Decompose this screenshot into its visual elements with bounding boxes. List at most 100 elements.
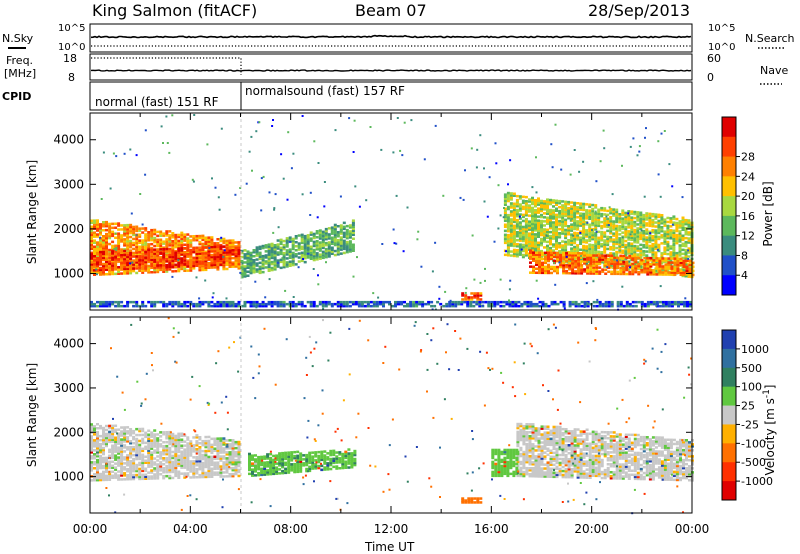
echo-cell bbox=[210, 247, 214, 251]
echo-cell bbox=[658, 271, 662, 274]
echo-cell bbox=[345, 242, 349, 246]
echo-cell bbox=[99, 256, 102, 260]
echo-cell bbox=[677, 300, 680, 304]
echo-cell bbox=[201, 264, 205, 267]
echo-cell bbox=[135, 427, 139, 431]
echo-cell bbox=[518, 233, 522, 236]
echo-cell bbox=[541, 271, 544, 275]
echo-cell bbox=[588, 237, 592, 240]
echo-cell bbox=[648, 222, 652, 226]
echo-cell bbox=[591, 215, 595, 219]
echo-cell bbox=[147, 465, 151, 468]
echo-cell bbox=[315, 252, 319, 255]
echo-cell bbox=[661, 304, 665, 308]
echo-cell bbox=[582, 226, 586, 230]
echo-cell bbox=[225, 304, 229, 308]
noise-cell bbox=[262, 175, 265, 178]
echo-cell bbox=[579, 254, 583, 257]
echo-cell bbox=[192, 267, 196, 270]
echo-cell bbox=[600, 214, 604, 218]
echo-cell bbox=[633, 250, 637, 254]
echo-cell bbox=[105, 474, 108, 478]
echo-cell bbox=[564, 242, 568, 246]
noise-cell bbox=[135, 154, 138, 157]
echo-cell bbox=[165, 474, 169, 478]
echo-cell bbox=[147, 461, 151, 464]
echo-cell bbox=[627, 220, 631, 223]
echo-cell bbox=[540, 225, 543, 229]
echo-cell bbox=[546, 222, 549, 225]
echo-cell bbox=[627, 238, 631, 241]
noise-cell bbox=[100, 198, 103, 200]
echo-cell bbox=[588, 209, 592, 212]
echo-cell bbox=[264, 262, 268, 265]
echo-cell bbox=[615, 242, 619, 246]
echo-cell bbox=[544, 255, 547, 259]
noise-cell bbox=[602, 129, 605, 132]
echo-cell bbox=[424, 302, 428, 306]
echo-cell bbox=[90, 231, 93, 235]
echo-cell bbox=[660, 234, 664, 237]
echo-cell bbox=[336, 251, 340, 254]
echo-cell bbox=[273, 248, 277, 251]
echo-cell bbox=[336, 231, 340, 234]
echo-cell bbox=[654, 235, 658, 238]
echo-cell bbox=[168, 456, 172, 460]
echo-cell bbox=[108, 426, 112, 430]
noise-cell bbox=[301, 115, 304, 117]
echo-cell bbox=[579, 202, 583, 205]
echo-cell bbox=[503, 211, 507, 214]
echo-cell bbox=[126, 238, 130, 241]
echo-cell bbox=[141, 271, 145, 274]
echo-cell bbox=[228, 265, 232, 268]
echo-cell bbox=[249, 251, 253, 255]
echo-cell bbox=[606, 237, 610, 241]
echo-cell bbox=[528, 204, 531, 207]
echo-cell bbox=[297, 244, 301, 247]
echo-cell bbox=[111, 252, 115, 255]
echo-cell bbox=[159, 258, 163, 261]
echo-cell bbox=[531, 210, 534, 214]
echo-cell bbox=[642, 252, 646, 255]
noise-cell bbox=[629, 233, 632, 236]
echo-cell bbox=[630, 230, 634, 233]
echo-cell bbox=[461, 292, 465, 295]
echo-cell bbox=[457, 302, 461, 306]
echo-cell bbox=[105, 268, 108, 271]
echo-cell bbox=[592, 268, 596, 271]
echo-cell bbox=[234, 241, 238, 244]
echo-cell bbox=[174, 464, 178, 468]
echo-cell bbox=[547, 251, 550, 255]
echo-cell bbox=[195, 246, 199, 249]
noise-cell bbox=[348, 117, 351, 120]
echo-cell bbox=[595, 264, 599, 267]
echo-cell bbox=[648, 246, 652, 250]
echo-cell bbox=[285, 261, 289, 264]
noise-cell bbox=[230, 304, 233, 307]
echo-cell bbox=[273, 254, 277, 257]
echo-cell bbox=[345, 302, 349, 306]
echo-cell bbox=[627, 232, 631, 235]
echo-cell bbox=[273, 302, 277, 306]
echo-cell bbox=[156, 250, 160, 253]
echo-cell bbox=[558, 250, 562, 253]
echo-cell bbox=[541, 257, 544, 261]
echo-cell bbox=[546, 240, 549, 244]
echo-cell bbox=[648, 230, 652, 234]
echo-cell bbox=[300, 259, 304, 263]
echo-cell bbox=[183, 257, 187, 260]
echo-cell bbox=[684, 263, 688, 266]
echo-cell bbox=[324, 235, 328, 239]
echo-cell bbox=[141, 241, 145, 244]
echo-cell bbox=[528, 198, 531, 201]
echo-cell bbox=[324, 251, 328, 255]
noise-cell bbox=[206, 143, 209, 146]
echo-cell bbox=[102, 221, 105, 224]
echo-cell bbox=[624, 217, 628, 221]
echo-cell bbox=[273, 252, 277, 255]
echo-cell bbox=[478, 304, 482, 308]
echo-cell bbox=[138, 235, 142, 238]
echo-cell bbox=[129, 450, 133, 453]
echo-cell bbox=[586, 254, 590, 257]
echo-cell bbox=[506, 250, 510, 253]
